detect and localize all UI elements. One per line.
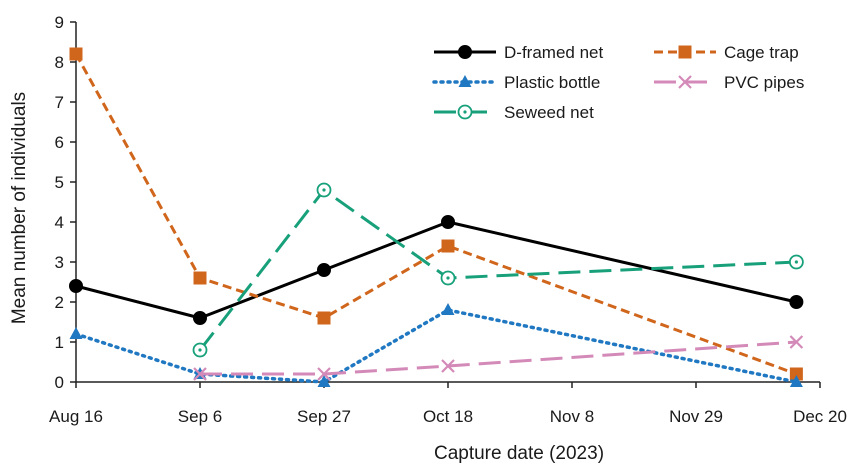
y-tick-label: 7: [55, 93, 64, 112]
data-point-plastic-bottle: [789, 375, 803, 387]
data-point-seweed-net-dot: [198, 348, 202, 352]
data-point-seweed-net: [316, 182, 332, 198]
data-point-pvc-pipes: [193, 367, 207, 381]
legend-label: Seweed net: [504, 103, 594, 122]
data-point-plastic-bottle: [317, 375, 331, 387]
y-tick-label: 9: [55, 13, 64, 32]
series-d-framed-net: [69, 215, 804, 325]
legend-label: D-framed net: [504, 43, 603, 62]
data-point-plastic-bottle: [441, 303, 455, 315]
series-line-seweed-net: [198, 188, 797, 351]
data-point-pvc-pipes-stroke-b: [441, 359, 455, 373]
data-point-pvc-pipes-stroke-b: [193, 367, 207, 381]
data-point-pvc-pipes-stroke-b: [789, 335, 804, 349]
series-layer: [69, 47, 804, 387]
data-point-d-framed-net: [69, 279, 83, 293]
legend-swatch-marker: [458, 75, 472, 87]
data-point-d-framed-net: [317, 263, 331, 277]
legend-item-cage-trap: Cage trap: [654, 43, 799, 62]
y-tick-label: 0: [55, 373, 64, 392]
legend-item-pvc-pipes: PVC pipes: [654, 73, 804, 92]
data-point-pvc-pipes-stroke-b: [317, 367, 331, 381]
legend-swatch-marker: [457, 104, 473, 120]
x-tick-label: Aug 16: [49, 407, 103, 426]
y-tick-label: 2: [55, 293, 64, 312]
legend-item-plastic-bottle: Plastic bottle: [432, 73, 600, 92]
data-point-seweed-net-dot: [322, 188, 326, 192]
legend-item-seweed-net: Seweed net: [434, 103, 594, 122]
series-cage-trap: [69, 47, 803, 381]
data-point-cage-trap: [441, 239, 455, 253]
data-point-pvc-pipes: [441, 359, 455, 373]
data-point-d-framed-net: [789, 295, 804, 309]
y-tick-label: 8: [55, 53, 64, 72]
series-line-d-framed-net: [75, 220, 797, 320]
y-axis-title: Mean number of individuals: [9, 92, 30, 324]
legend-swatch-marker: [458, 45, 472, 59]
legend-swatch-marker: [678, 45, 692, 59]
data-point-seweed-net: [788, 254, 804, 270]
series-seweed-net: [192, 182, 804, 358]
legend-swatch-marker-dot: [463, 110, 467, 114]
data-point-pvc-pipes: [317, 367, 331, 381]
y-tick-label: 3: [55, 253, 64, 272]
series-line-plastic-bottle: [74, 308, 799, 384]
data-point-d-framed-net: [441, 215, 455, 229]
legend-label: Cage trap: [724, 43, 799, 62]
legend-item-d-framed-net: D-framed net: [434, 43, 603, 62]
series-line-cage-trap: [74, 53, 797, 376]
axes: 0 1 2 3 4 5 6 7 8 9 Aug 16 Sep 6 Sep 27 Oct 18 Nov 8 No…: [49, 13, 847, 426]
x-tick-label: Sep 27: [297, 407, 351, 426]
data-point-pvc-pipes: [789, 335, 804, 349]
x-axis-title: Capture date (2023): [434, 443, 604, 464]
y-tick-label: 6: [55, 133, 64, 152]
x-tick-label: Sep 6: [178, 407, 222, 426]
data-point-cage-trap: [193, 271, 207, 285]
data-point-cage-trap: [317, 311, 331, 325]
data-point-seweed-net: [440, 270, 456, 286]
data-point-d-framed-net: [193, 311, 207, 325]
series-pvc-pipes: [193, 335, 804, 381]
legend: D-framed net Cage trap Plastic bottle PVC p…: [432, 43, 804, 122]
data-point-seweed-net: [192, 342, 208, 358]
series-plastic-bottle: [69, 303, 803, 387]
data-point-plastic-bottle: [69, 327, 83, 339]
data-point-seweed-net-dot: [794, 260, 798, 264]
legend-label: Plastic bottle: [504, 73, 600, 92]
data-point-seweed-net-dot: [446, 276, 450, 280]
legend-swatch-marker: [678, 75, 692, 89]
x-tick-label: Nov 29: [669, 407, 723, 426]
data-point-cage-trap: [789, 367, 803, 381]
y-tick-label: 5: [55, 173, 64, 192]
legend-label: PVC pipes: [724, 73, 804, 92]
y-tick-label: 4: [55, 213, 64, 232]
legend-swatch-marker-stroke-b: [678, 75, 692, 89]
x-tick-label: Dec 20: [793, 407, 847, 426]
series-line-pvc-pipes: [200, 340, 797, 376]
y-tick-label: 1: [55, 333, 64, 352]
x-tick-label: Oct 18: [423, 407, 473, 426]
data-point-cage-trap: [69, 47, 83, 61]
x-tick-label: Nov 8: [550, 407, 594, 426]
